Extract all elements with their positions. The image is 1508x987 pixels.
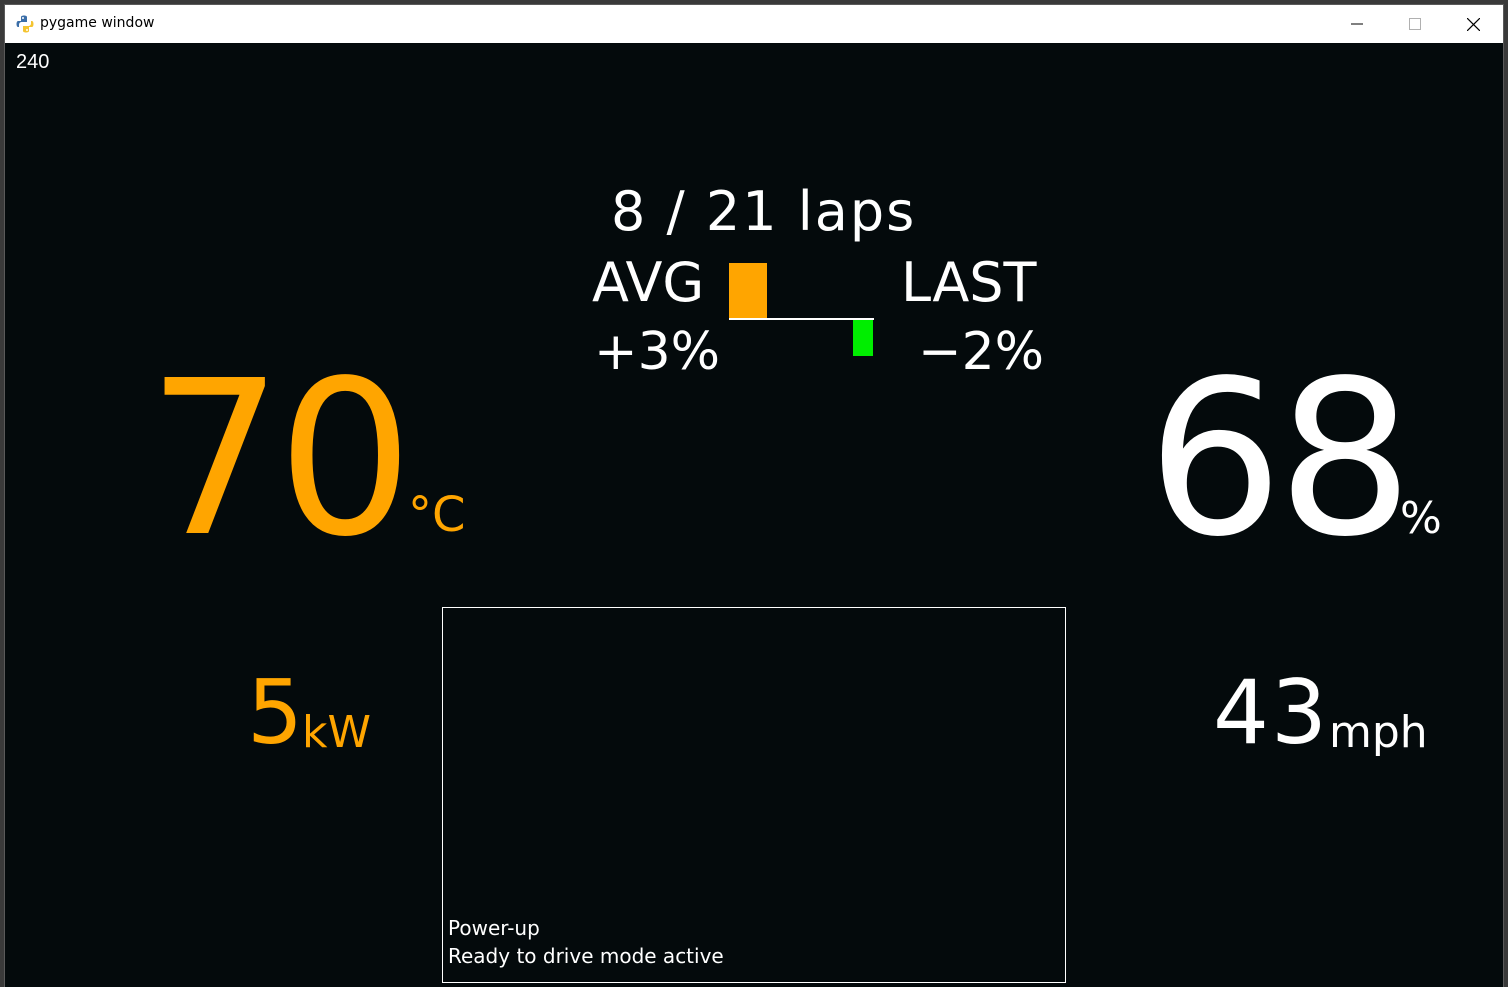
last-delta-value: −2% — [918, 322, 1045, 382]
power-value: 5 — [247, 661, 303, 764]
temperature-value: 70 — [147, 335, 413, 584]
lap-counter: 8 / 21 laps — [611, 180, 917, 243]
title-bar[interactable]: pygame window — [5, 5, 1503, 43]
message-log-panel: Power-up Ready to drive mode active — [442, 607, 1066, 983]
delta-baseline — [729, 318, 874, 320]
battery-value: 68 — [1147, 335, 1413, 584]
avg-label: AVG — [592, 251, 705, 314]
pygame-snake-icon — [16, 15, 34, 33]
close-icon — [1466, 17, 1480, 31]
last-delta-bar — [853, 320, 873, 356]
battery-unit: % — [1400, 493, 1442, 544]
message-line: Ready to drive mode active — [448, 944, 724, 968]
window-title: pygame window — [40, 15, 155, 31]
avg-delta-value: +3% — [594, 322, 721, 382]
last-label: LAST — [901, 251, 1037, 314]
close-button[interactable] — [1444, 5, 1502, 43]
speed-unit: mph — [1329, 707, 1428, 758]
speed-value: 43 — [1213, 661, 1329, 764]
minimize-icon — [1351, 23, 1363, 25]
maximize-icon — [1409, 18, 1421, 30]
maximize-button[interactable] — [1386, 5, 1444, 43]
power-unit: kW — [302, 707, 371, 758]
minimize-button[interactable] — [1328, 5, 1386, 43]
avg-delta-bar — [729, 263, 767, 318]
temperature-unit: °C — [408, 487, 466, 543]
game-canvas[interactable]: 240 8 / 21 laps AVG LAST +3% −2% 70 °C 6… — [5, 43, 1503, 987]
pygame-window: pygame window 240 8 / 21 laps AVG LAST +… — [5, 5, 1503, 987]
message-line: Power-up — [448, 916, 540, 940]
fps-counter: 240 — [16, 51, 50, 73]
